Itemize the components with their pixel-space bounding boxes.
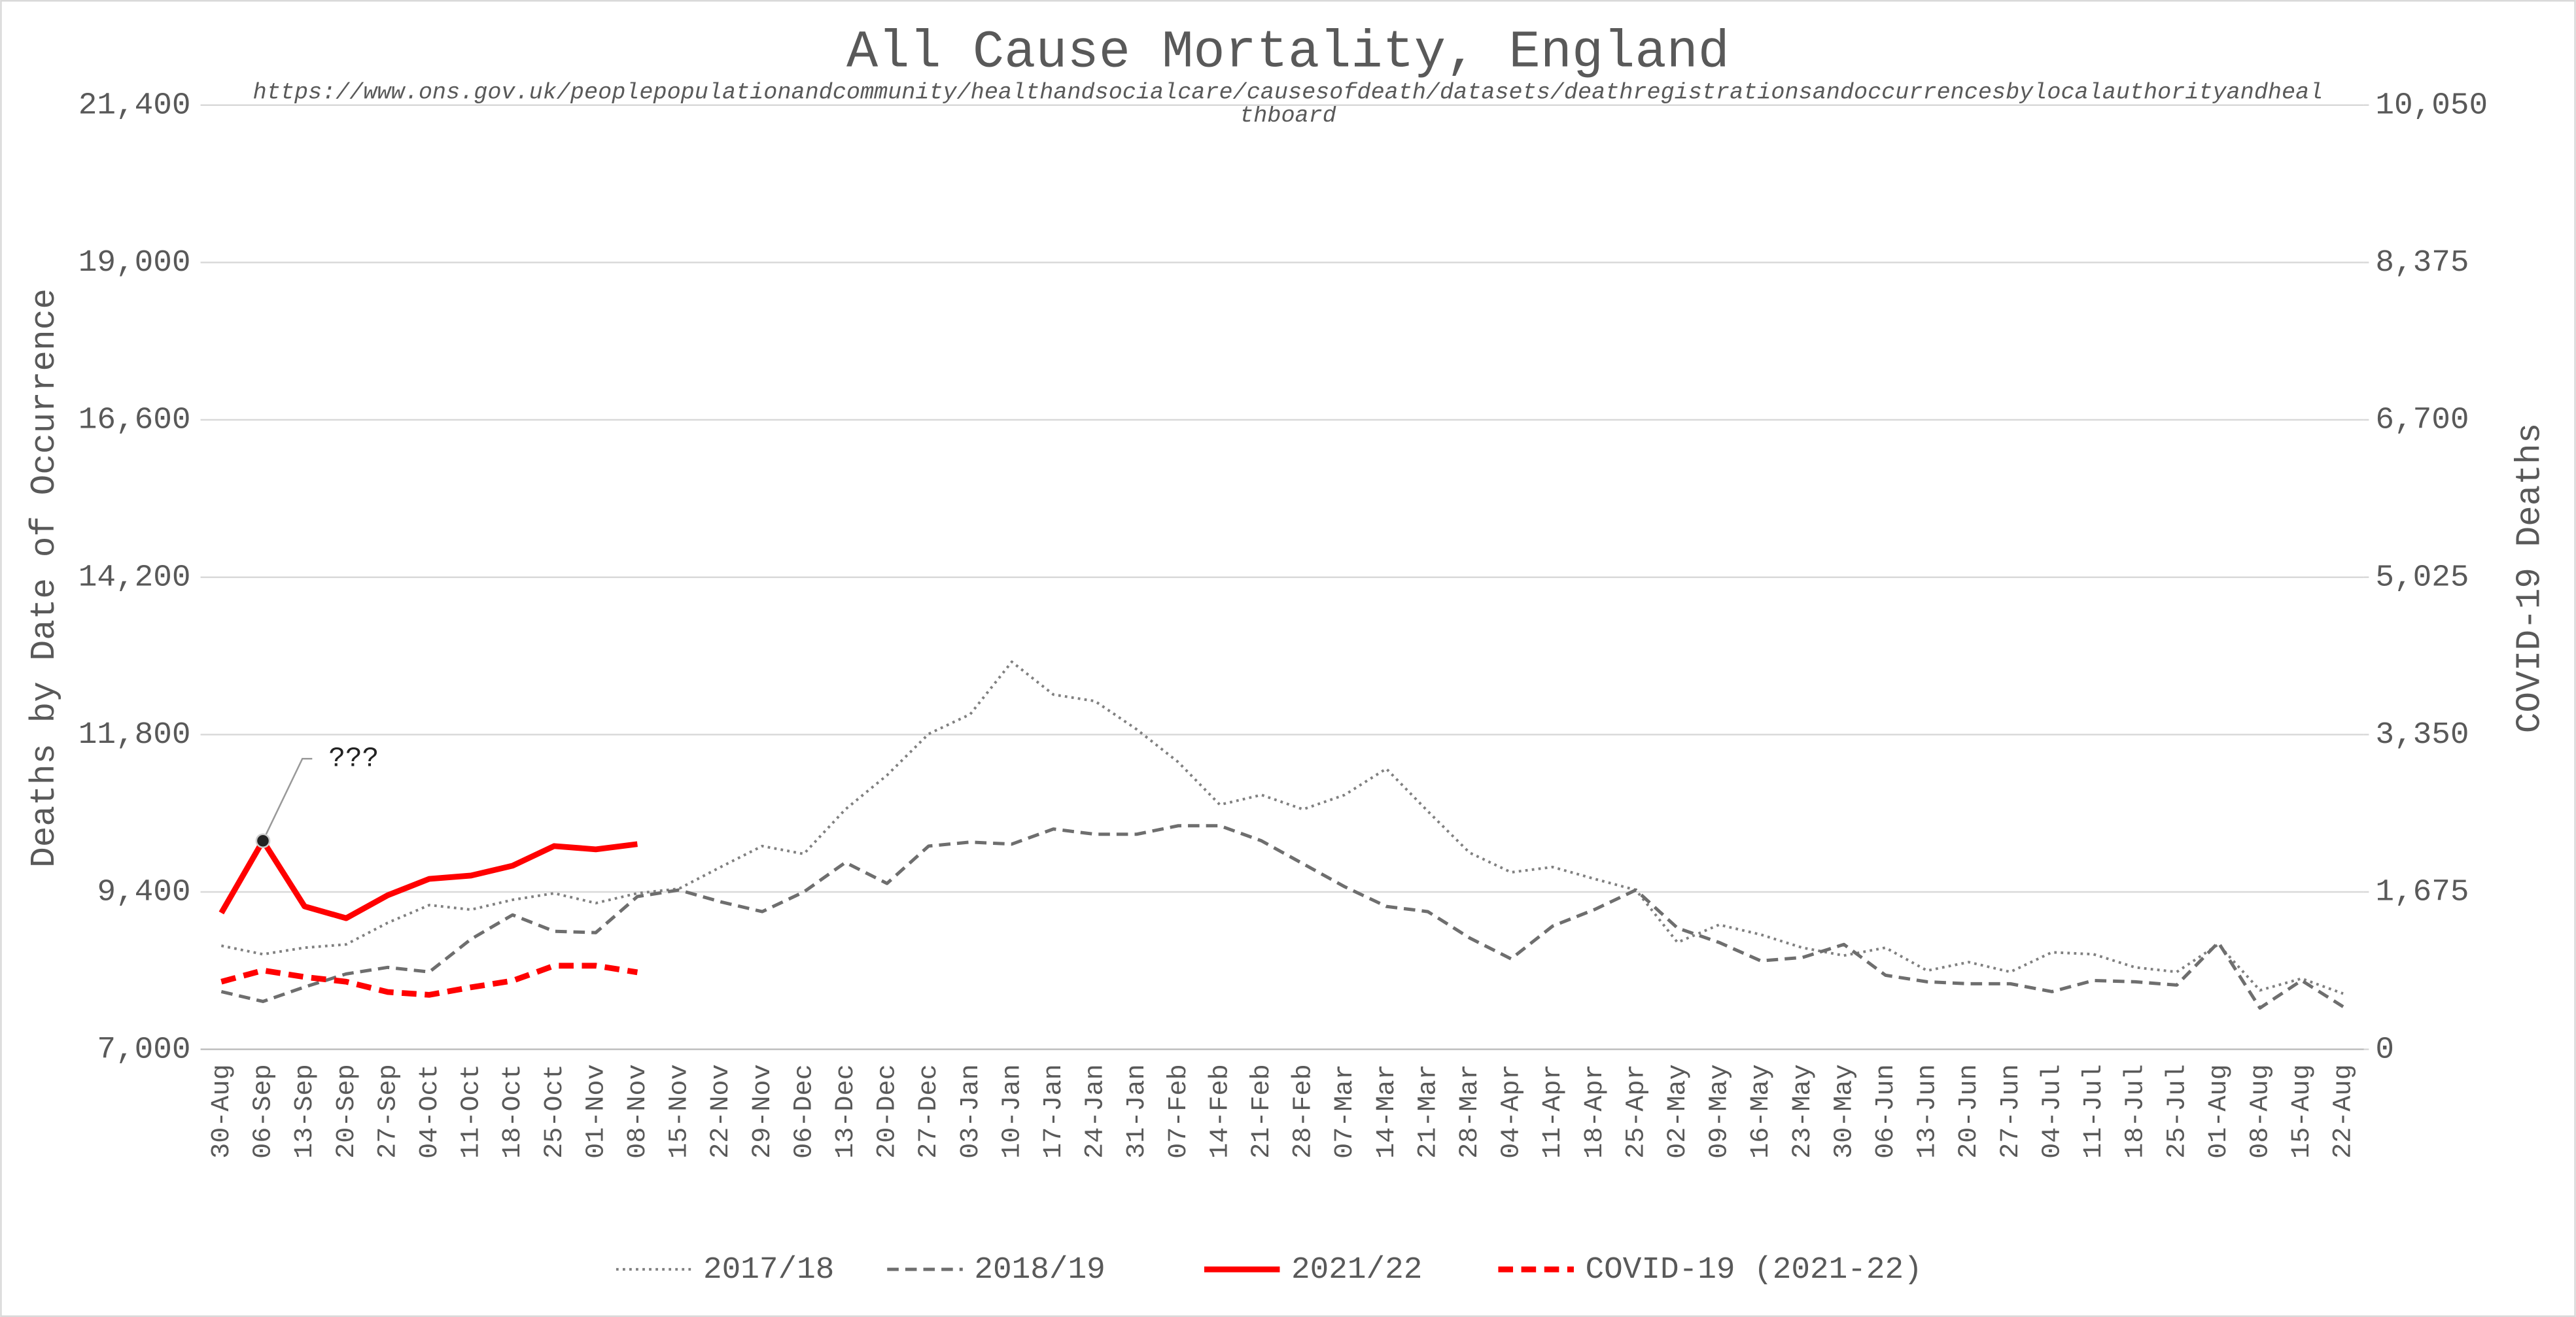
x-tick-label: 11-Oct xyxy=(457,1064,487,1159)
x-tick-label: 04-Oct xyxy=(415,1064,445,1159)
x-tick-label: 29-Nov xyxy=(748,1064,778,1159)
x-tick-label: 31-Jan xyxy=(1123,1064,1152,1159)
y-tick-label: 9,400 xyxy=(97,875,190,910)
x-tick-label: 02-May xyxy=(1663,1064,1693,1159)
x-tick-label: 13-Dec xyxy=(831,1064,861,1159)
annotation-point xyxy=(255,833,271,849)
x-tick-label: 25-Oct xyxy=(540,1064,570,1159)
legend-label: 2017/18 xyxy=(703,1252,834,1288)
x-tick-label: 08-Aug xyxy=(2246,1064,2275,1159)
chart-title: All Cause Mortality, England xyxy=(846,24,1730,83)
x-tick-label: 22-Nov xyxy=(706,1064,736,1159)
x-tick-label: 23-May xyxy=(1788,1064,1818,1159)
x-tick-label: 15-Nov xyxy=(665,1064,695,1159)
x-tick-label: 20-Dec xyxy=(873,1064,903,1159)
chart-subtitle: https://www.ons.gov.uk/peoplepopulationa… xyxy=(252,82,2324,130)
x-tick-label: 11-Jul xyxy=(2080,1064,2109,1159)
x-tick-label: 25-Apr xyxy=(1622,1064,1651,1159)
x-tick-label: 04-Jul xyxy=(2038,1064,2067,1159)
x-tick-label: 07-Feb xyxy=(1164,1064,1194,1159)
x-tick-label: 06-Jun xyxy=(1871,1064,1901,1159)
x-tick-label: 28-Mar xyxy=(1455,1064,1485,1159)
x-tick-label: 06-Dec xyxy=(790,1064,819,1159)
subtitle-box: https://www.ons.gov.uk/peoplepopulationa… xyxy=(252,82,2324,130)
x-tick-label: 18-Apr xyxy=(1580,1064,1610,1159)
legend-label: 2018/19 xyxy=(974,1252,1105,1288)
y-tick-label: 14,200 xyxy=(78,560,191,595)
x-tick-label: 27-Jun xyxy=(1996,1064,2026,1159)
x-tick-label: 24-Jan xyxy=(1081,1064,1111,1159)
x-tick-label: 03-Jan xyxy=(956,1064,986,1159)
x-tick-label: 07-Mar xyxy=(1331,1064,1360,1159)
y2-tick-label: 6,700 xyxy=(2375,403,2469,438)
y-axis-title: Deaths by Date of Occurrence xyxy=(25,288,64,868)
x-tick-label: 25-Jul xyxy=(2163,1064,2192,1159)
x-tick-label: 18-Oct xyxy=(498,1064,528,1159)
x-tick-label: 22-Aug xyxy=(2329,1064,2359,1159)
x-tick-label: 09-May xyxy=(1705,1064,1735,1159)
x-tick-label: 28-Feb xyxy=(1289,1064,1319,1159)
annotation-leader xyxy=(262,757,313,842)
x-tick-label: 21-Mar xyxy=(1414,1064,1443,1159)
y2-axis-title: COVID-19 Deaths xyxy=(2510,423,2549,734)
x-tick-label: 16-May xyxy=(1747,1064,1776,1159)
series-line xyxy=(220,824,2344,1010)
x-tick-label: 27-Sep xyxy=(374,1064,403,1159)
x-tick-label: 10-Jan xyxy=(998,1064,1027,1159)
x-tick-label: 17-Jan xyxy=(1039,1064,1069,1159)
legend-label: 2021/22 xyxy=(1291,1252,1422,1288)
x-tick-label: 14-Mar xyxy=(1372,1064,1402,1159)
x-tick-label: 27-Dec xyxy=(914,1064,944,1159)
x-tick-label: 21-Feb xyxy=(1247,1064,1277,1159)
x-tick-label: 13-Jun xyxy=(1913,1064,1943,1159)
y-tick-label: 19,000 xyxy=(78,245,191,281)
y2-tick-label: 10,050 xyxy=(2375,88,2488,123)
x-tick-label: 01-Aug xyxy=(2204,1064,2234,1159)
x-tick-label: 04-Apr xyxy=(1497,1064,1527,1159)
x-tick-label: 15-Aug xyxy=(2288,1064,2317,1159)
x-tick-label: 13-Sep xyxy=(290,1064,320,1159)
x-tick-label: 06-Sep xyxy=(249,1064,279,1159)
series-line xyxy=(218,838,638,921)
y2-tick-label: 0 xyxy=(2375,1032,2394,1067)
x-tick-label: 08-Nov xyxy=(623,1064,653,1159)
x-tick-label: 14-Feb xyxy=(1206,1064,1235,1159)
x-tick-label: 11-Apr xyxy=(1539,1064,1568,1159)
y2-tick-label: 5,025 xyxy=(2375,560,2469,595)
y-tick-label: 21,400 xyxy=(78,88,191,123)
y-tick-label: 16,600 xyxy=(78,403,191,438)
x-tick-label: 20-Jun xyxy=(1955,1064,1984,1159)
annotation-text: ??? xyxy=(328,743,379,775)
y2-tick-label: 1,675 xyxy=(2375,875,2469,910)
series-line xyxy=(220,963,638,998)
x-tick-label: 20-Sep xyxy=(332,1064,362,1159)
y-tick-label: 7,000 xyxy=(97,1032,190,1067)
series-line xyxy=(220,660,2344,995)
x-tick-label: 30-May xyxy=(1830,1064,1859,1159)
x-tick-label: 01-Nov xyxy=(582,1064,611,1159)
legend-label: COVID-19 (2021-22) xyxy=(1586,1252,1923,1288)
x-tick-label: 18-Jul xyxy=(2121,1064,2151,1159)
y2-tick-label: 3,350 xyxy=(2375,717,2469,753)
x-tick-label: 30-Aug xyxy=(207,1064,237,1159)
y2-tick-label: 8,375 xyxy=(2375,245,2469,281)
y-tick-label: 11,800 xyxy=(78,717,191,753)
